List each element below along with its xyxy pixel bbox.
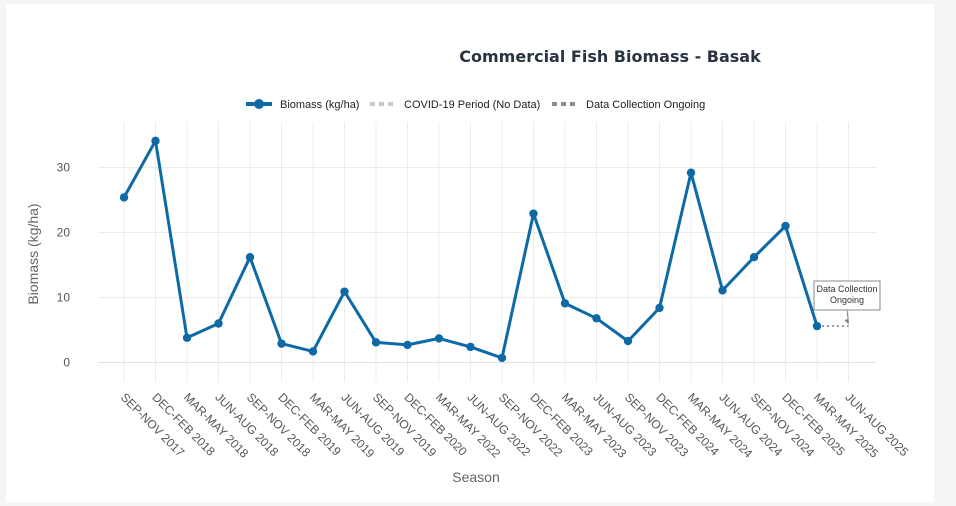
legend-item[interactable]: Data Collection Ongoing bbox=[552, 99, 705, 111]
data-point[interactable] bbox=[623, 336, 633, 346]
legend-item[interactable]: COVID-19 Period (No Data) bbox=[370, 99, 540, 111]
y-tick-label: 0 bbox=[63, 356, 70, 370]
x-axis-label: Season bbox=[452, 469, 499, 485]
legend-item[interactable]: Biomass (kg/ha) bbox=[246, 99, 359, 111]
legend-marker bbox=[254, 99, 264, 109]
legend-label: COVID-19 Period (No Data) bbox=[404, 99, 540, 111]
data-point[interactable] bbox=[529, 209, 538, 218]
data-point[interactable] bbox=[151, 136, 160, 146]
data-point[interactable] bbox=[592, 314, 601, 323]
data-point[interactable] bbox=[812, 321, 822, 331]
legend: Biomass (kg/ha) COVID-19 Period (No Data)… bbox=[246, 99, 705, 111]
data-point[interactable] bbox=[434, 334, 444, 343]
data-point[interactable] bbox=[686, 168, 696, 177]
data-point[interactable] bbox=[371, 338, 381, 347]
data-point[interactable] bbox=[214, 319, 223, 328]
annotation-text: Data Collection bbox=[816, 284, 877, 294]
data-point[interactable] bbox=[655, 303, 664, 313]
data-point[interactable] bbox=[245, 253, 255, 262]
data-point[interactable] bbox=[497, 353, 507, 363]
y-axis-ticks: 0 10 20 30 bbox=[57, 161, 71, 370]
annotation-arrow bbox=[846, 309, 849, 324]
legend-label: Biomass (kg/ha) bbox=[280, 99, 359, 111]
annotation-box bbox=[813, 280, 881, 311]
data-point[interactable] bbox=[781, 221, 790, 231]
chart-card: Commercial Fish Biomass - Basak Biomass … bbox=[6, 4, 934, 502]
series-lines bbox=[122, 139, 849, 360]
data-point[interactable] bbox=[119, 193, 129, 202]
data-point[interactable] bbox=[403, 340, 412, 350]
data-point[interactable] bbox=[340, 287, 349, 296]
y-axis-label: Biomass (kg/ha) bbox=[25, 203, 41, 304]
series-points bbox=[119, 136, 822, 363]
annotation-arrowhead bbox=[844, 319, 849, 325]
data-point[interactable] bbox=[466, 342, 475, 352]
data-point[interactable] bbox=[308, 347, 318, 356]
data-point[interactable] bbox=[560, 299, 570, 308]
y-tick-label: 20 bbox=[57, 226, 71, 240]
data-point[interactable] bbox=[277, 339, 286, 348]
chart-svg: Commercial Fish Biomass - Basak Biomass … bbox=[25, 47, 912, 485]
y-tick-label: 10 bbox=[57, 291, 71, 305]
data-point[interactable] bbox=[749, 253, 759, 262]
data-point[interactable] bbox=[182, 333, 192, 342]
legend-label: Data Collection Ongoing bbox=[586, 99, 705, 111]
y-tick-label: 30 bbox=[57, 161, 71, 175]
grid bbox=[98, 122, 876, 382]
chart-title: Commercial Fish Biomass - Basak bbox=[459, 47, 761, 66]
annotation-text: Ongoing bbox=[830, 295, 864, 305]
data-point[interactable] bbox=[718, 286, 727, 295]
